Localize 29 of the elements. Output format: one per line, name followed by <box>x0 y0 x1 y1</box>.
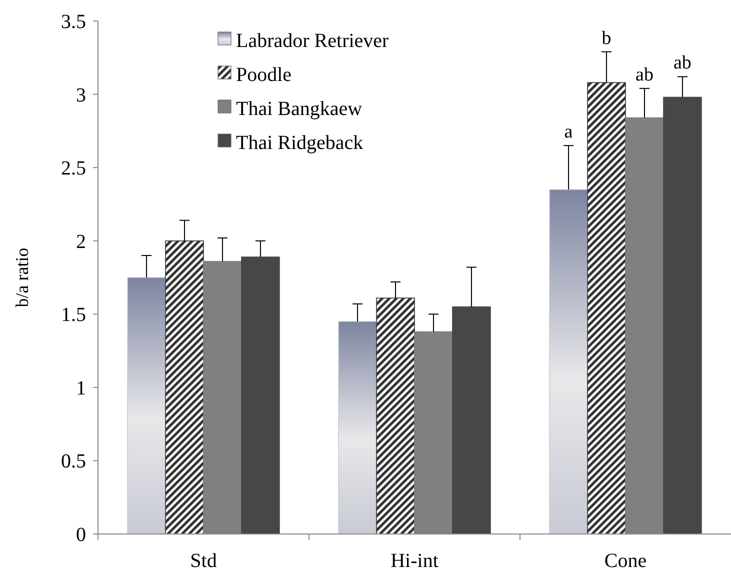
bar <box>663 96 702 534</box>
legend-label: Labrador Retriever <box>236 30 390 52</box>
legend-label: Thai Ridgeback <box>236 132 364 154</box>
y-tick-label: 0.5 <box>61 450 86 473</box>
y-tick-label: 1.5 <box>61 304 86 326</box>
y-tick-label: 3.5 <box>61 11 86 33</box>
legend-label: Thai Bangkaew <box>236 98 363 120</box>
y-tick-label: 2.5 <box>61 158 86 180</box>
bar <box>549 189 588 534</box>
bar <box>127 277 166 534</box>
bar <box>376 298 415 534</box>
y-tick-label: 3 <box>76 84 86 106</box>
bar <box>452 306 491 534</box>
bar <box>338 321 377 534</box>
bar <box>241 256 280 534</box>
bar <box>587 82 626 534</box>
x-tick-label: Cone <box>604 550 647 572</box>
data-label: ab <box>674 52 692 74</box>
y-tick-label: 0 <box>76 524 86 546</box>
data-label: a <box>564 122 574 143</box>
legend-label: Poodle <box>236 64 292 86</box>
x-tick-label: Std <box>190 550 217 572</box>
y-tick-label: 2 <box>76 230 86 253</box>
x-tick-label: Hi-int <box>390 550 439 572</box>
data-label: b <box>602 28 612 49</box>
y-axis-title: b/a ratio <box>12 248 32 308</box>
bar <box>165 240 204 534</box>
y-tick-label: 1 <box>76 377 86 400</box>
data-label: ab <box>636 64 654 86</box>
